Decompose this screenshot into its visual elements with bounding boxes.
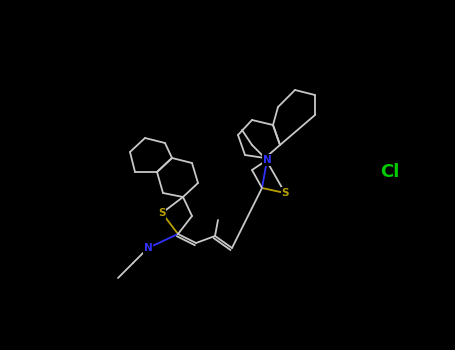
Text: Cl: Cl <box>380 163 399 181</box>
Text: S: S <box>281 188 289 198</box>
Text: S: S <box>158 208 166 218</box>
Text: N: N <box>144 243 152 253</box>
Text: N: N <box>263 155 271 165</box>
